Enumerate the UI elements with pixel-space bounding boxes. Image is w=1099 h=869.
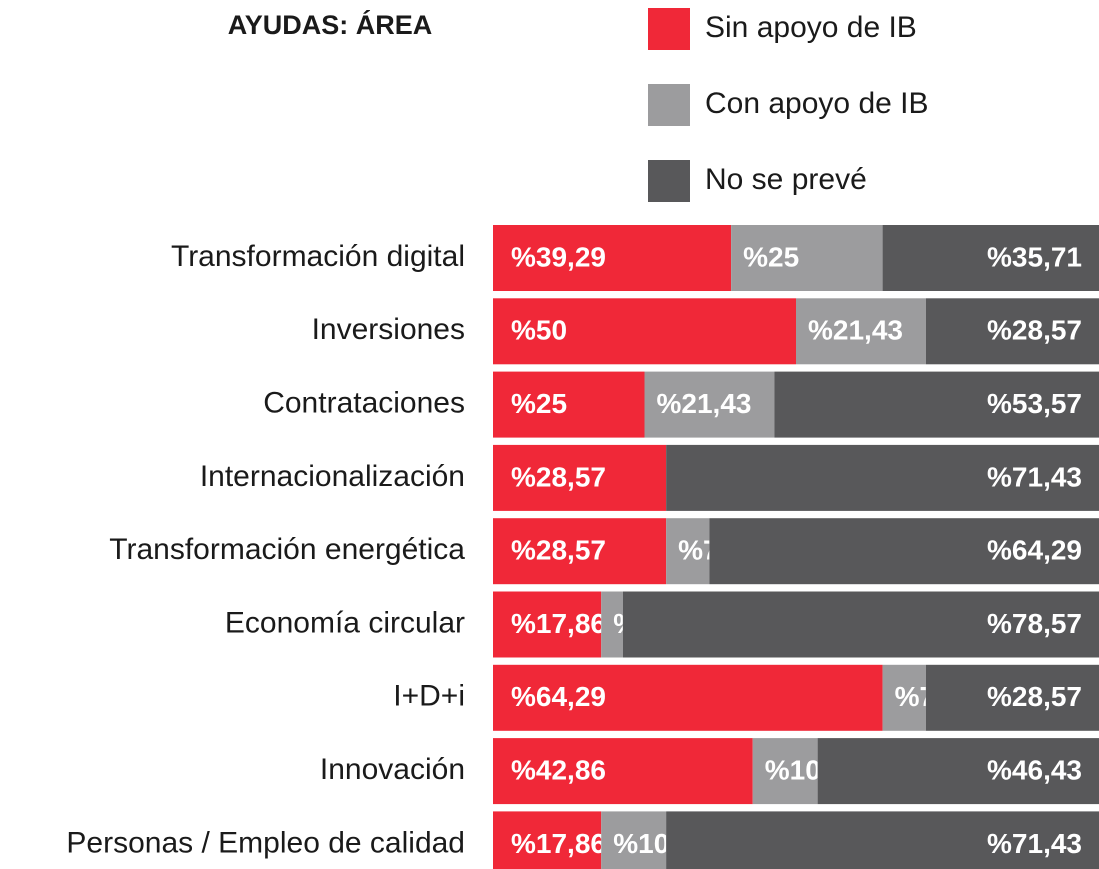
bar-segment — [925, 664, 1099, 731]
data-label: %50 — [511, 315, 567, 346]
data-label: %28,57 — [987, 681, 1082, 712]
bar-segment — [493, 664, 883, 731]
bar-segment — [925, 298, 1099, 365]
bar-segment — [752, 738, 818, 805]
bar-segment — [731, 225, 883, 291]
data-label: %64,29 — [987, 535, 1082, 566]
bar-segment — [796, 298, 926, 365]
bar-segment — [622, 591, 1099, 658]
data-label: %42,86 — [511, 754, 606, 785]
data-label: %28,57 — [987, 315, 1082, 346]
data-label: %21,43 — [808, 315, 903, 346]
y-tick-label: Transformación energética — [109, 533, 465, 566]
bar-segment — [493, 738, 753, 805]
data-label: %21,43 — [657, 388, 752, 419]
bar-segment — [493, 225, 732, 291]
bar-segment — [493, 298, 796, 365]
data-label: %46,43 — [987, 754, 1082, 785]
data-label: %39,29 — [511, 241, 606, 272]
y-tick-label: Inversiones — [312, 313, 465, 346]
chart-title: AYUDAS: ÁREA — [228, 9, 433, 40]
legend-label: No se prevé — [705, 163, 867, 196]
bar-segment — [644, 371, 775, 438]
bar-segment — [774, 371, 1099, 438]
bar-segment — [493, 518, 667, 585]
legend-label: Con apoyo de IB — [705, 87, 929, 120]
bar-segment — [493, 811, 602, 869]
legend-swatch — [648, 8, 690, 50]
bar-segment — [493, 444, 667, 511]
data-label: %25 — [511, 388, 567, 419]
y-tick-label: Internacionalización — [200, 460, 465, 493]
bar-segment — [709, 518, 1099, 585]
y-tick-label: Contrataciones — [263, 387, 465, 420]
legend-swatch — [648, 160, 690, 202]
data-label: %71,43 — [987, 461, 1082, 492]
data-label: %28,57 — [511, 535, 606, 566]
y-tick-label: Personas / Empleo de calidad — [66, 826, 465, 859]
data-label: %71,43 — [987, 828, 1082, 859]
bar-segment — [882, 225, 1099, 291]
data-label: %25 — [743, 241, 799, 272]
data-label: %53,57 — [987, 388, 1082, 419]
legend-label: Sin apoyo de IB — [705, 11, 917, 44]
bar-segment — [493, 371, 645, 438]
bar-segment — [493, 591, 602, 658]
y-tick-label: Innovación — [320, 753, 465, 786]
data-label: %64,29 — [511, 681, 606, 712]
data-label: %35,71 — [987, 241, 1082, 272]
bar-segment — [817, 738, 1099, 805]
y-tick-label: I+D+i — [393, 680, 465, 713]
bar-segment — [666, 444, 1099, 511]
data-label: %17,86 — [511, 828, 606, 859]
bar-segment — [666, 811, 1099, 869]
y-tick-label: Transformación digital — [171, 240, 465, 273]
data-label: %28,57 — [511, 461, 606, 492]
bar-segment — [666, 518, 710, 585]
legend-swatch — [648, 84, 690, 126]
bar-segment — [601, 811, 667, 869]
data-label: %17,86 — [511, 608, 606, 639]
bar-segment — [601, 591, 623, 658]
bar-segment — [882, 664, 926, 731]
data-label: %78,57 — [987, 608, 1082, 639]
y-tick-label: Economía circular — [225, 606, 465, 639]
